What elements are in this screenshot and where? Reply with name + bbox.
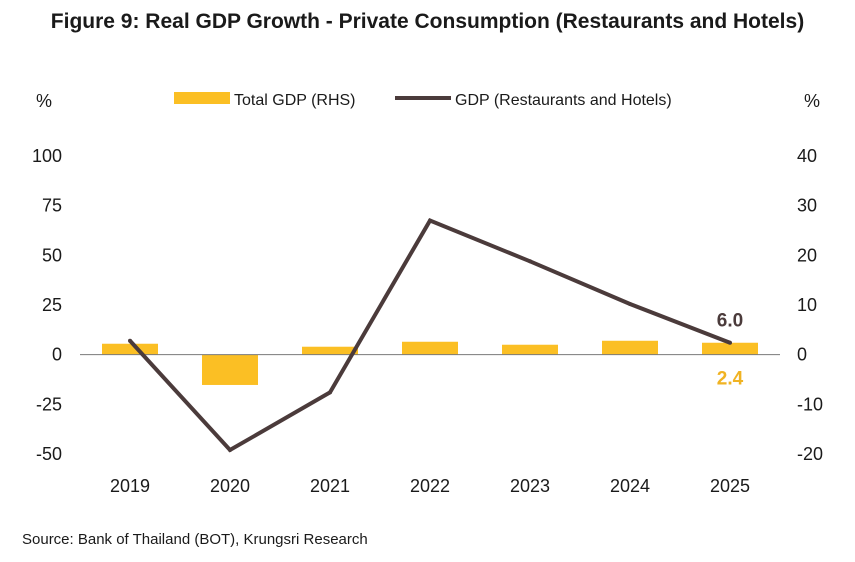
bar-total-gdp <box>702 342 758 355</box>
bar-total-gdp <box>402 341 458 355</box>
right-tick-label: 0 <box>797 345 807 365</box>
right-tick-label: 20 <box>797 245 817 265</box>
chart-legend: Total GDP (RHS) GDP (Restaurants and Hote… <box>174 92 672 109</box>
right-tick-label: 40 <box>797 146 817 166</box>
bar-total-gdp <box>202 354 258 385</box>
left-tick-label: 0 <box>52 345 62 365</box>
x-tick-label: 2025 <box>710 476 750 496</box>
left-tick-label: 75 <box>42 196 62 216</box>
left-tick-label: -25 <box>36 394 62 414</box>
left-tick-label: -50 <box>36 444 62 464</box>
left-tick-label: 50 <box>42 245 62 265</box>
x-tick-label: 2022 <box>410 476 450 496</box>
line-point <box>228 448 232 453</box>
bar-total-gdp <box>602 340 658 355</box>
legend-label-line: GDP (Restaurants and Hotels) <box>455 92 672 109</box>
line-point <box>428 218 432 223</box>
left-tick-label: 100 <box>32 146 62 166</box>
line-point <box>128 338 132 343</box>
right-tick-label: 30 <box>797 196 817 216</box>
chart-title: Figure 9: Real GDP Growth - Private Cons… <box>50 10 805 33</box>
bar-total-gdp <box>502 344 558 355</box>
bar-total-gdp <box>302 346 358 355</box>
x-tick-label: 2021 <box>310 476 350 496</box>
x-tick-label: 2023 <box>510 476 550 496</box>
line-gdp-restaurants-hotels <box>128 218 731 453</box>
x-tick-label: 2019 <box>110 476 150 496</box>
left-tick-label: 25 <box>42 295 62 315</box>
chart-source: Source: Bank of Thailand (BOT), Krungsri… <box>22 531 368 548</box>
right-tick-label: 10 <box>797 295 817 315</box>
line-point <box>528 259 532 264</box>
left-axis-unit: % <box>36 91 52 111</box>
right-tick-label: -10 <box>797 394 823 414</box>
bar-total-gdp <box>102 343 158 355</box>
data-label: 2.4 <box>717 369 744 390</box>
legend-swatch-bar <box>174 92 230 104</box>
line-point <box>628 302 632 307</box>
x-tick-label: 2024 <box>610 476 650 496</box>
line-point <box>728 340 732 345</box>
x-tick-label: 2020 <box>210 476 250 496</box>
right-tick-label: -20 <box>797 444 823 464</box>
legend-label-bar: Total GDP (RHS) <box>234 92 356 109</box>
line-point <box>328 390 332 395</box>
data-label: 6.0 <box>717 311 743 332</box>
right-axis-unit: % <box>804 91 820 111</box>
